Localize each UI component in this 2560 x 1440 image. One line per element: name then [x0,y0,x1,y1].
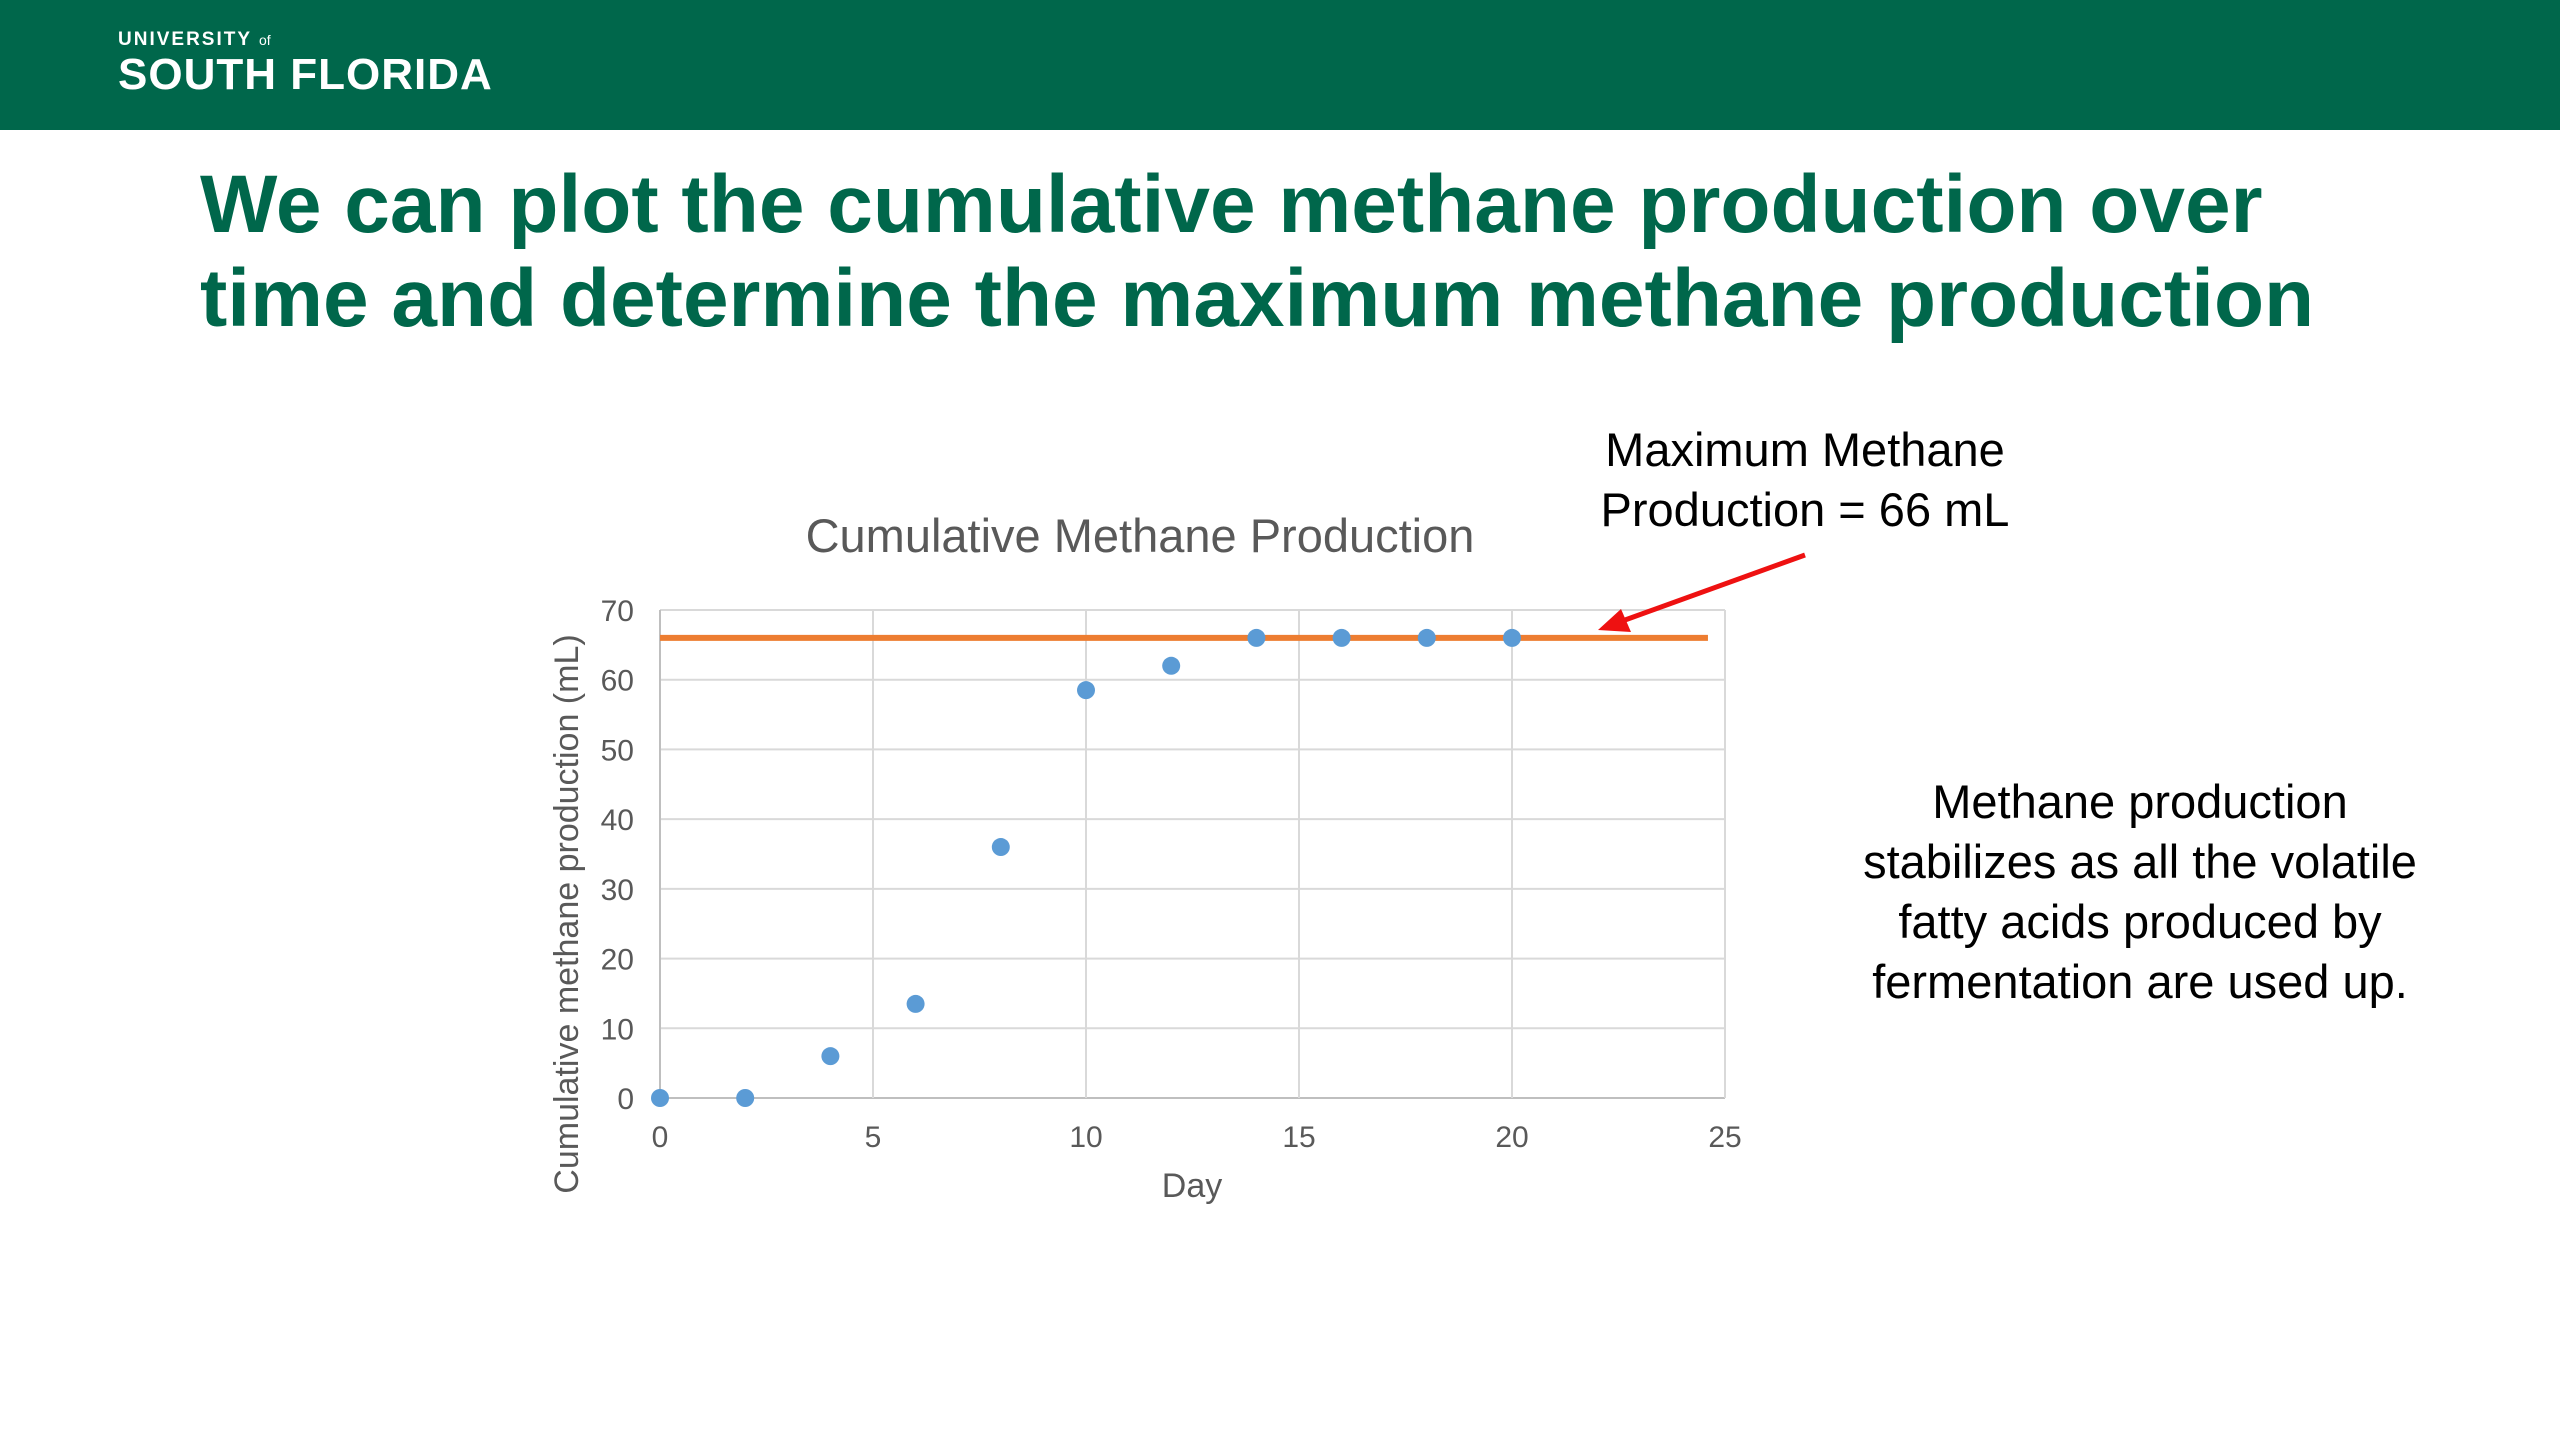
data-points [651,628,1521,1107]
x-tick-label: 25 [1708,1121,1741,1154]
slide-title-line-1: We can plot the cumulative methane produ… [200,159,2263,250]
data-point [1077,681,1095,700]
y-tick-label: 60 [601,665,634,698]
max-production-callout: Maximum Methane Production = 66 mL [1520,420,2090,540]
data-point [991,838,1010,857]
stable-note-line-2: stabilizes as all the volatile [1863,835,2417,888]
y-tick-label: 10 [601,1013,634,1046]
slide-title-line-2: time and determine the maximum methane p… [200,253,2315,344]
x-axis-label: Day [1162,1167,1222,1205]
logo-bottom-text: SOUTH FLORIDA [118,50,493,99]
y-tick-label: 50 [601,734,634,767]
data-point [736,1089,755,1107]
y-axis-label: Cumulative methane production (mL) [548,634,586,1193]
x-tick-labels: 0 5 10 15 20 25 [652,1121,1742,1154]
max-callout-line-2: Production = 66 mL [1600,483,2010,536]
arrow-shaft [1624,552,1806,623]
arrow-head [1598,609,1631,632]
y-tick-label: 30 [601,874,634,907]
x-tick-label: 20 [1495,1121,1528,1154]
logo-top-text: UNIVERSITY of [118,29,271,50]
y-tick-label: 0 [617,1083,634,1116]
x-tick-label: 15 [1282,1121,1315,1154]
slide-title: We can plot the cumulative methane produ… [200,158,2500,346]
max-callout-line-1: Maximum Methane [1605,423,2005,476]
callout-arrow [1598,552,1806,632]
data-point [1247,628,1266,647]
data-point [1503,628,1521,647]
data-point [1417,628,1436,647]
header-bar: UNIVERSITY of SOUTH FLORIDA [0,0,2560,130]
y-gridlines [660,609,1725,1099]
usf-logo[interactable]: UNIVERSITY of SOUTH FLORIDA [118,30,493,97]
stable-note-line-4: fermentation are used up. [1872,955,2408,1008]
x-tick-label: 5 [865,1121,882,1154]
stabilization-note: Methane production stabilizes as all the… [1820,772,2460,1012]
stable-note-line-3: fatty acids produced by [1898,895,2382,948]
data-point [651,1089,669,1107]
data-point [906,994,925,1013]
x-gridlines [659,610,1726,1098]
data-point [1332,628,1351,647]
y-tick-label: 20 [601,944,634,977]
y-tick-labels: 0 10 20 30 40 50 60 70 [601,595,634,1116]
y-tick-label: 70 [601,595,634,628]
y-tick-label: 40 [601,804,634,837]
data-point [1162,656,1181,675]
data-point [821,1047,840,1066]
x-tick-label: 10 [1069,1121,1102,1154]
chart-title: Cumulative Methane Production [806,509,1475,562]
stable-note-line-1: Methane production [1932,775,2348,828]
x-tick-label: 0 [652,1121,669,1154]
